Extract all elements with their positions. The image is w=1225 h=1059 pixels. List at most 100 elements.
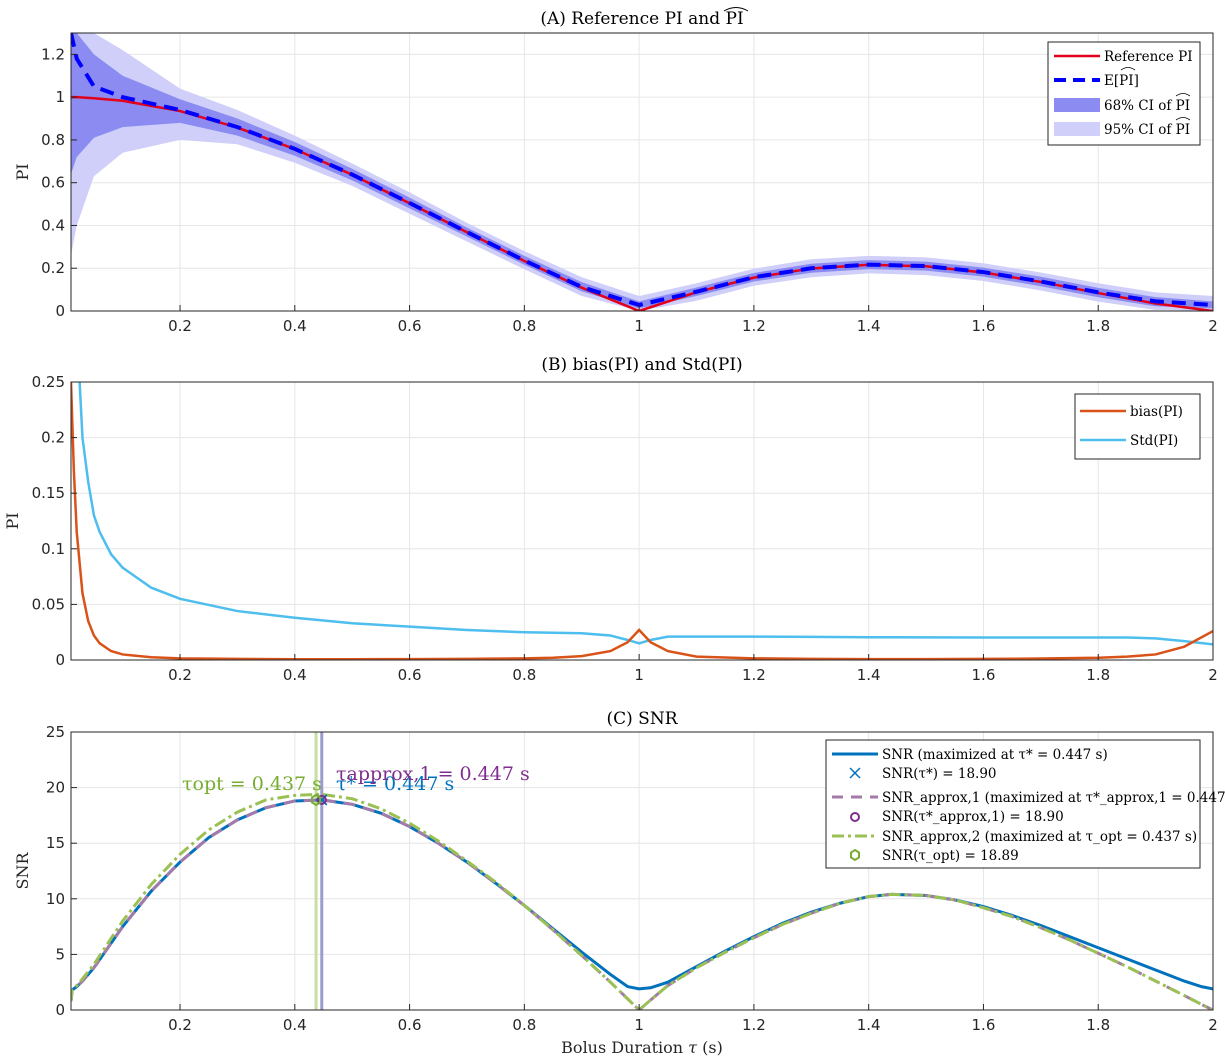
legend-label-snr: SNR (maximized at τ* = 0.447 s) (882, 747, 1108, 763)
y-tick-label: 25 (46, 723, 65, 741)
y-tick-label: 0.4 (41, 216, 65, 234)
panel-b-frame (70, 381, 1214, 661)
panel-c-legend-box (825, 739, 1201, 869)
panel-a-ticks: 0.2 0.4 0.6 0.8 1 1.2 1.4 1.6 1.8 2 0 0.2 0.4 0.6 0.8 1… (41, 45, 1218, 335)
legend-label-ci68: 68% CI of PI (1104, 98, 1190, 114)
legend-marker-tau-star (849, 767, 861, 779)
legend-label-ci95: 95% CI of PI (1104, 122, 1190, 138)
panel-a-title-hat (723, 7, 749, 12)
x-tick-label: 0.2 (168, 317, 192, 335)
series-bias (71, 382, 1213, 660)
x-tick-label: 0.6 (398, 1016, 422, 1034)
y-tick-label: 0.2 (41, 429, 65, 447)
x-tick-label: 1.4 (857, 317, 881, 335)
x-tick-label: 0.4 (283, 317, 307, 335)
y-tick-label: 0.1 (41, 540, 65, 558)
panel-b-plot (71, 382, 1213, 660)
y-tick-label: 5 (55, 945, 65, 963)
panel-c-legend: SNR (maximized at τ* = 0.447 s) SNR(τ*) … (825, 739, 1225, 869)
legend-hat-ci68 (1175, 93, 1191, 97)
legend-hat-expected (1120, 67, 1136, 71)
x-tick-label: 2 (1208, 317, 1218, 335)
marker-tau-opt (311, 793, 322, 807)
x-tick-label: 0.8 (512, 1016, 536, 1034)
x-tick-label: 1.6 (972, 666, 996, 684)
panel-c-ylabel: SNR (13, 852, 32, 890)
legend-swatch-ci95 (1054, 122, 1100, 136)
legend-label-reference: Reference PI (1104, 49, 1193, 65)
panel-b-ylabel: PI (3, 512, 22, 529)
panel-a-legend: Reference PI E[PI] 68% CI of PI 95% CI o… (1047, 41, 1201, 146)
y-tick-label: 0 (55, 651, 65, 669)
panel-a-background (71, 33, 1213, 311)
y-tick-label: 0.05 (32, 595, 65, 613)
panel-a-title: (A) Reference PI and PI (540, 9, 743, 29)
x-tick-label: 1.2 (742, 1016, 766, 1034)
x-tick-label: 2 (1208, 1016, 1218, 1034)
x-tick-label: 2 (1208, 666, 1218, 684)
panel-c-frame (70, 731, 1214, 1011)
y-tick-label: 0.15 (32, 484, 65, 502)
legend-label-snr-tau-opt: SNR(τ_opt) = 18.89 (882, 848, 1019, 864)
x-tick-label: 0.6 (398, 666, 422, 684)
x-tick-label: 0.2 (168, 666, 192, 684)
legend-label-approx1: SNR_approx,1 (maximized at τ*_approx,1 =… (882, 790, 1225, 806)
panel-b-legend-box (1074, 393, 1201, 460)
x-tick-label: 0.8 (512, 317, 536, 335)
panel-c-xlabel: Bolus Duration τ (s) (561, 1038, 723, 1057)
annotation-tau-star: τ* = 0.447 s (336, 773, 454, 795)
x-tick-label: 1.6 (972, 1016, 996, 1034)
marker-tau-approx1 (316, 794, 327, 805)
annotation-tau-approx1: τapprox,1 = 0.447 s (336, 763, 530, 785)
series-expected-pi-hat (71, 33, 1213, 308)
x-tick-label: 1.2 (742, 317, 766, 335)
panel-c-plot (71, 732, 1213, 1010)
x-tick-label: 1.8 (1086, 1016, 1110, 1034)
panel-b: 0.2 0.4 0.6 0.8 1 1.2 1.4 1.6 1.8 2 0 0.05 0.1 0.15 0.… (3, 355, 1218, 684)
x-tick-label: 0.4 (283, 666, 307, 684)
y-tick-label: 10 (46, 890, 65, 908)
legend-label-snr-tau-star: SNR(τ*) = 18.90 (882, 766, 997, 782)
panel-a-ylabel: PI (13, 163, 32, 180)
annotation-tau-opt: τopt = 0.437 s (182, 773, 322, 795)
legend-label-bias: bias(PI) (1130, 404, 1183, 420)
panel-c-title: (C) SNR (607, 709, 679, 729)
panel-a-plot (71, 33, 1213, 311)
x-tick-label: 1.6 (972, 317, 996, 335)
x-tick-label: 0.8 (512, 666, 536, 684)
legend-label-std: Std(PI) (1130, 433, 1178, 449)
x-marker-stroke-2 (849, 767, 861, 779)
panel-b-legend: bias(PI) Std(PI) (1074, 393, 1201, 460)
x-tick-label: 1.4 (857, 1016, 881, 1034)
y-tick-label: 1 (55, 88, 65, 106)
x-tick-label: 1.8 (1086, 666, 1110, 684)
y-tick-label: 1.2 (41, 45, 65, 63)
y-tick-label: 0.6 (41, 174, 65, 192)
panel-a-frame (70, 32, 1214, 312)
panel-b-title: (B) bias(PI) and Std(PI) (541, 355, 742, 375)
y-tick-label: 15 (46, 834, 65, 852)
legend-swatch-ci68 (1054, 98, 1100, 112)
legend-marker-approx1 (850, 812, 860, 822)
legend-marker-tau-opt (850, 848, 860, 862)
series-snr-approx2 (71, 792, 1213, 1010)
legend-label-approx2: SNR_approx,2 (maximized at τ_opt = 0.437… (882, 829, 1197, 845)
x-tick-label: 1 (634, 317, 644, 335)
x-tick-label: 1.2 (742, 666, 766, 684)
x-tick-label: 1 (634, 1016, 644, 1034)
panel-b-ticks: 0.2 0.4 0.6 0.8 1 1.2 1.4 1.6 1.8 2 0 0.05 0.1 0.15 0.… (32, 373, 1218, 684)
x-tick-label: 1.4 (857, 666, 881, 684)
legend-hat-ci95 (1175, 117, 1191, 121)
series-std (78, 382, 1213, 646)
y-tick-label: 0 (55, 302, 65, 320)
x-tick-label: 0.6 (398, 317, 422, 335)
x-tick-label: 1 (634, 666, 644, 684)
y-tick-label: 0.25 (32, 373, 65, 391)
y-tick-label: 0 (55, 1001, 65, 1019)
legend-label-snr-approx1: SNR(τ*_approx,1) = 18.90 (882, 809, 1064, 825)
x-tick-label: 0.2 (168, 1016, 192, 1034)
y-tick-label: 0.8 (41, 131, 65, 149)
x-tick-label: 1.8 (1086, 317, 1110, 335)
